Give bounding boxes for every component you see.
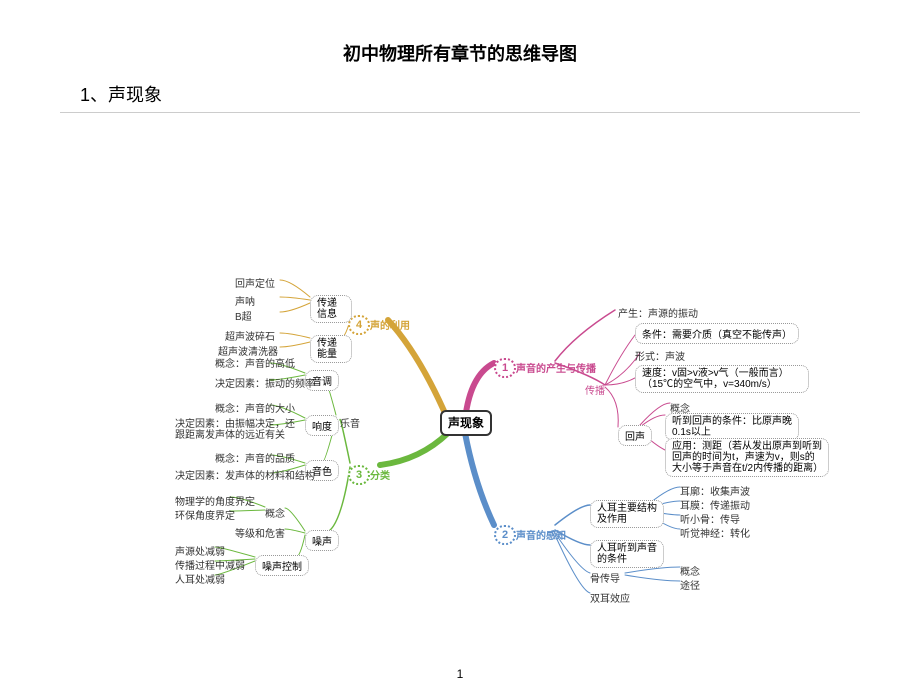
branch-label: 分类 <box>370 467 390 482</box>
leaf-node: 传递信息 <box>310 295 352 323</box>
leaf-node: 概念 <box>680 563 700 578</box>
page-number: 1 <box>0 667 920 681</box>
page-title: 初中物理所有章节的思维导图 <box>0 40 920 66</box>
leaf-node: 概念 <box>265 505 285 520</box>
leaf-node: 超声波清洗器 <box>218 343 278 358</box>
leaf-node: 环保角度界定 <box>175 507 235 522</box>
leaf-node: 应用：测距（若从发出原声到听到回声的时间为t，声速为v，则s的大小等于声音在t/… <box>665 438 829 477</box>
leaf-node: 听小骨：传导 <box>680 511 740 526</box>
leaf-node: B超 <box>235 308 252 323</box>
section-heading: 1、声现象 <box>80 81 920 107</box>
branch-number: 1 <box>494 358 516 378</box>
leaf-node: 速度：v固>v液>v气（一般而言）（15℃的空气中，v=340m/s） <box>635 365 809 393</box>
leaf-node: 超声波碎石 <box>225 328 275 343</box>
leaf-node: 决定因素：发声体的材料和结构 <box>175 467 315 482</box>
leaf-node: 噪声 <box>305 530 339 551</box>
leaf-node: 条件：需要介质（真空不能传声） <box>635 323 799 344</box>
leaf-node: 耳膜：传递振动 <box>680 497 750 512</box>
leaf-node: 途径 <box>680 577 700 592</box>
branch-sublabel: 传播 <box>585 382 605 397</box>
leaf-node: 传播过程中减弱 <box>175 557 245 572</box>
leaf-node: 双耳效应 <box>590 590 630 605</box>
leaf-node: 形式：声波 <box>635 348 685 363</box>
leaf-node: 听到回声的条件：比原声晚0.1s以上 <box>665 413 799 441</box>
branch-label: 声音的感知 <box>516 527 566 542</box>
leaf-node: 决定因素：由振幅决定，还跟距离发声体的远近有关 <box>175 419 295 441</box>
leaf-node: 声源处减弱 <box>175 543 225 558</box>
branch-number: 3 <box>348 465 370 485</box>
leaf-node: 回声 <box>618 425 652 446</box>
leaf-node: 耳廓：收集声波 <box>680 483 750 498</box>
mind-map: 声现象 1声音的产生与传播传播 产生：声源的振动条件：需要介质（真空不能传声） 形式… <box>0 175 920 655</box>
leaf-node: 回声定位 <box>235 275 275 290</box>
leaf-node: 骨传导 <box>590 570 620 585</box>
leaf-node: 传递能量 <box>310 335 352 363</box>
leaf-node: 声呐 <box>235 293 255 308</box>
leaf-node: 概念：声音的品质 <box>215 450 295 465</box>
leaf-node: 噪声控制 <box>255 555 309 576</box>
leaf-node: 决定因素：振动的频率 <box>215 375 315 390</box>
leaf-node: 人耳主要结构及作用 <box>590 500 664 528</box>
divider <box>60 112 860 113</box>
leaf-node: 响度 <box>305 415 339 436</box>
leaf-node: 产生：声源的振动 <box>618 305 698 320</box>
leaf-node: 乐音 <box>340 415 360 430</box>
center-node: 声现象 <box>440 410 492 436</box>
branch-label: 声的利用 <box>370 317 410 332</box>
leaf-node: 概念：声音的大小 <box>215 400 295 415</box>
leaf-node: 等级和危害 <box>235 525 285 540</box>
branch-label: 声音的产生与传播 <box>516 360 596 375</box>
leaf-node: 人耳处减弱 <box>175 571 225 586</box>
leaf-node: 听觉神经：转化 <box>680 525 750 540</box>
leaf-node: 物理学的角度界定 <box>175 493 255 508</box>
leaf-node: 人耳听到声音的条件 <box>590 540 664 568</box>
branch-number: 2 <box>494 525 516 545</box>
